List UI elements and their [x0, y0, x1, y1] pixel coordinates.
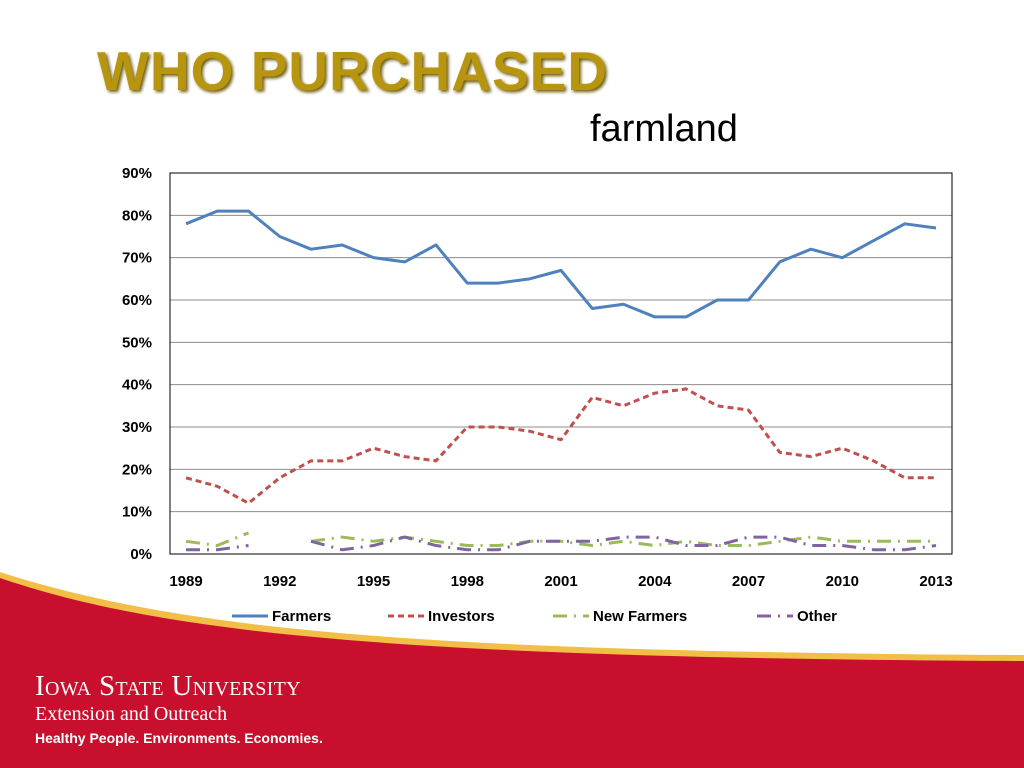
plot-area-frame — [169, 172, 953, 555]
investors-series-line — [185, 387, 936, 505]
other-series-line — [186, 544, 249, 552]
x-tick-label: 1989 — [169, 573, 202, 590]
x-axis-tick-labels: 1989 1992 1995 1998 2001 2004 2007 2010 2013 — [169, 573, 952, 590]
other-series-line — [310, 535, 937, 552]
x-tick-label: 2007 — [732, 573, 765, 590]
footer-red-panel — [0, 578, 1024, 768]
x-tick-label: 2010 — [826, 573, 859, 590]
y-tick-label: 10% — [122, 504, 152, 521]
slide-title: WHO PURCHASED — [97, 40, 609, 102]
y-tick-label: 40% — [122, 377, 152, 394]
y-tick-label: 60% — [122, 292, 152, 309]
new-farmers-series-line — [185, 531, 250, 548]
chart-series — [185, 209, 937, 552]
legend-label: Farmers — [272, 608, 331, 625]
legend-label: New Farmers — [593, 608, 687, 625]
y-tick-label: 90% — [122, 165, 152, 182]
university-logo: Iowa State University Extension and Outr… — [35, 670, 301, 725]
university-name: Iowa State University — [35, 670, 301, 702]
x-tick-label: 1995 — [357, 573, 390, 590]
y-tick-label: 70% — [122, 250, 152, 267]
university-unit: Extension and Outreach — [35, 703, 228, 725]
x-tick-label: 1998 — [451, 573, 484, 590]
y-tick-label: 20% — [122, 461, 152, 478]
y-tick-label: 50% — [122, 334, 152, 351]
legend-label: Investors — [428, 608, 495, 625]
footer-tagline: Healthy People. Environments. Economies. — [35, 730, 323, 746]
chart-gridlines — [170, 172, 952, 555]
line-chart: 0%10%20%30%40%50%60%70%80%90% 1989 1992 19… — [122, 165, 953, 625]
y-tick-label: 30% — [122, 419, 152, 436]
slide-subtitle: farmland — [590, 108, 738, 150]
farmers-series-line — [185, 209, 937, 319]
chart-legend: Farmers Investors New Farmers Other — [232, 608, 837, 625]
x-tick-label: 2001 — [544, 573, 577, 590]
y-tick-label: 0% — [130, 546, 152, 563]
x-tick-label: 2004 — [638, 573, 672, 590]
x-tick-label: 2013 — [919, 573, 952, 590]
x-tick-label: 1992 — [263, 573, 296, 590]
legend-label: Other — [797, 608, 837, 625]
y-axis-tick-labels: 0% 10% 20% 30% 40% 50% 60% 70% 80% 90% — [122, 165, 152, 563]
y-tick-label: 80% — [122, 207, 152, 224]
